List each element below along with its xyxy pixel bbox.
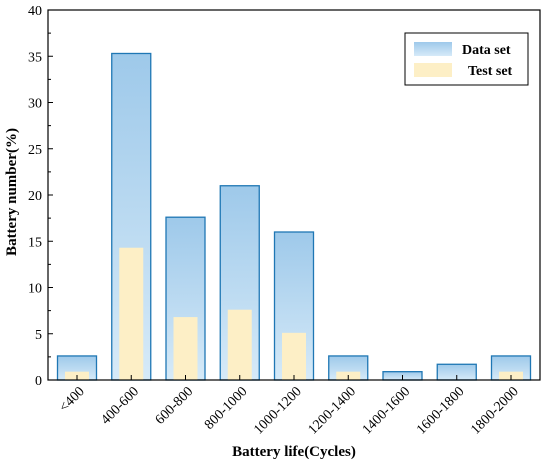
x-axis-title: Battery life(Cycles) — [232, 444, 356, 460]
x-tick-label: 600-800 — [153, 384, 197, 428]
bars-layer — [56, 52, 532, 381]
x-tick-label: 1600-1800 — [414, 384, 468, 438]
x-tick-label: <400 — [57, 384, 88, 415]
y-tick-label: 5 — [35, 328, 42, 343]
y-tick-label: 25 — [28, 143, 42, 158]
y-tick-label: 0 — [35, 374, 42, 389]
y-axis-title: Battery number(%) — [4, 128, 20, 256]
bar-test-set — [119, 247, 144, 380]
y-tick-label: 10 — [28, 282, 42, 297]
legend-label-test-set: Test set — [468, 64, 513, 79]
y-tick-label: 30 — [28, 97, 42, 112]
x-tick-label: 1800-2000 — [468, 384, 522, 438]
x-tick-label: 1200-1400 — [306, 384, 360, 438]
x-tick-label: 400-600 — [98, 384, 142, 428]
legend: Data set Test set — [404, 32, 529, 86]
bar-test-set — [173, 317, 198, 380]
x-tick-label: 1400-1600 — [360, 384, 414, 438]
x-tick-label: 1000-1200 — [251, 384, 305, 438]
bar-test-set — [282, 332, 306, 380]
legend-swatch-test-set — [414, 63, 452, 77]
y-tick-label: 35 — [28, 50, 42, 65]
y-tick-label: 20 — [28, 189, 42, 204]
y-tick-label: 40 — [28, 4, 42, 19]
y-tick-label: 15 — [28, 235, 42, 250]
legend-swatch-data-set — [414, 42, 452, 56]
legend-label-data-set: Data set — [462, 43, 511, 58]
bar-test-set — [227, 309, 252, 380]
x-tick-label: 800-1000 — [202, 384, 251, 433]
